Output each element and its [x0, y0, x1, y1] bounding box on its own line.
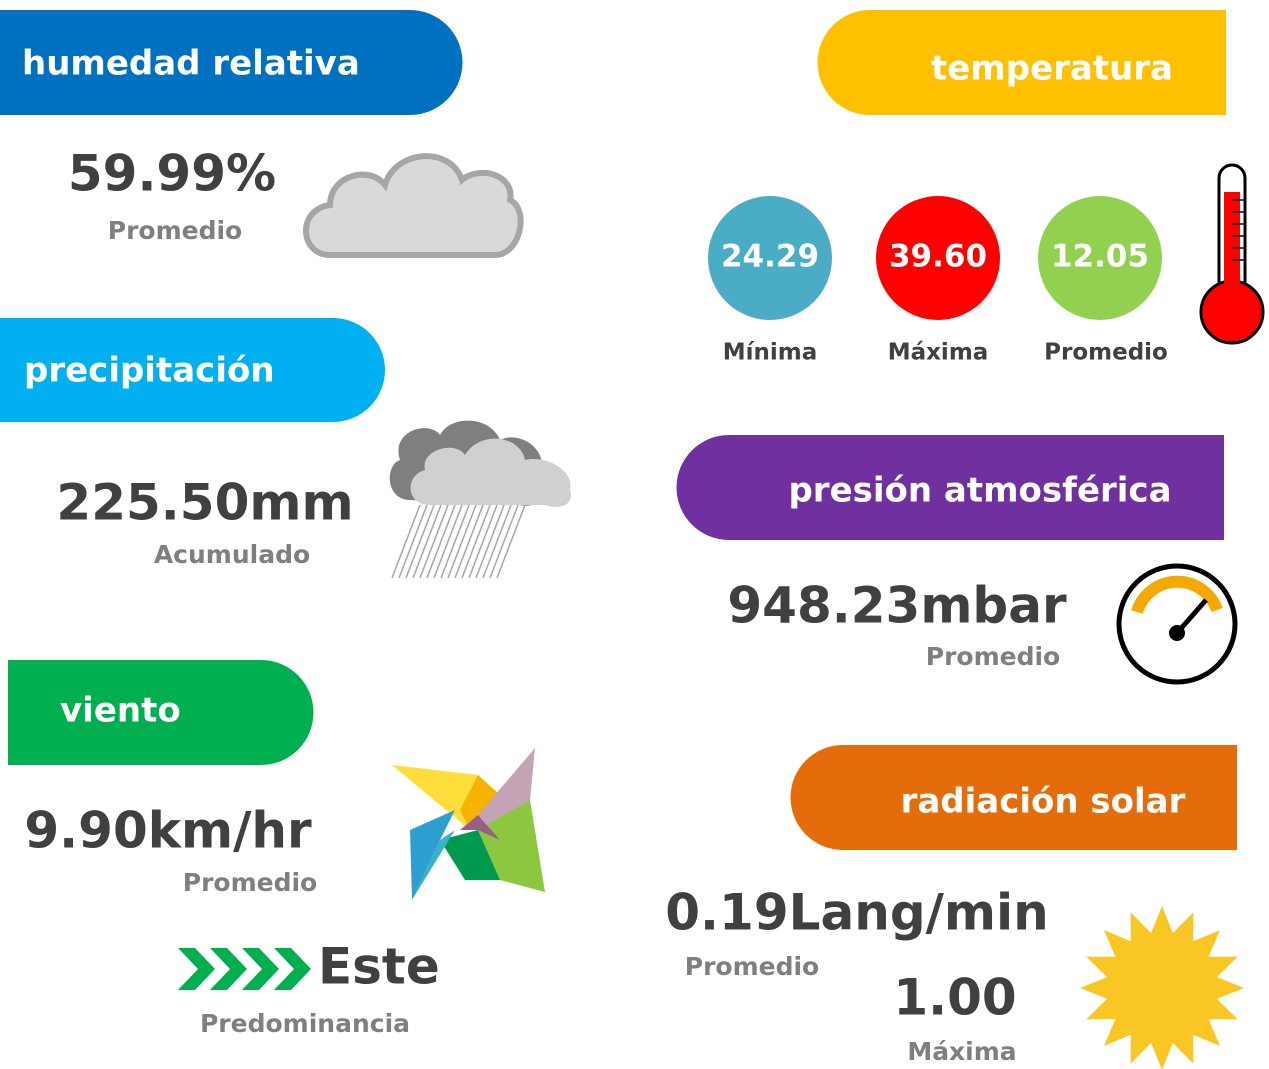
rain-streak: [426, 504, 456, 579]
rain-streak: [454, 504, 484, 579]
rain-streak: [391, 504, 421, 579]
rain-streak: [475, 504, 505, 579]
humidity-title: humedad relativa: [22, 44, 360, 84]
solar-title: radiación solar: [901, 782, 1186, 822]
solar-avg-label: Promedio: [685, 952, 819, 981]
wind-value: 9.90km/hr: [24, 802, 312, 860]
max-value: 39.60: [889, 239, 987, 275]
temperature-header: [817, 10, 1226, 115]
rain-streak: [440, 504, 470, 579]
rain-streak: [405, 504, 435, 579]
solar-avg-value: 0.19Lang/min: [665, 884, 1048, 942]
wind-direction: Este: [318, 938, 440, 996]
rain-streak: [447, 504, 477, 579]
max-circle: [876, 196, 1000, 320]
cloud-icon: [303, 153, 524, 258]
humidity-header: [0, 10, 463, 115]
pressure-header: [676, 435, 1224, 540]
sun-icon: [1080, 906, 1244, 1069]
rain-streak: [398, 504, 428, 579]
rain-streak: [496, 504, 526, 579]
min-circle: [708, 196, 832, 320]
precipitation-value: 225.50mm: [56, 474, 353, 532]
pressure-label: Promedio: [926, 642, 1060, 671]
rain-streak: [489, 504, 519, 579]
rain-cloud-icon: [389, 420, 571, 579]
rain-streak: [468, 504, 498, 579]
solar-max-label: Máxima: [907, 1037, 1016, 1066]
precipitation-header: [0, 318, 385, 422]
wind-title: viento: [60, 691, 181, 731]
wind-label: Promedio: [183, 868, 317, 897]
min-label: Mínima: [723, 340, 818, 366]
thermometer-icon: [1199, 163, 1265, 345]
precipitation-title: precipitación: [24, 351, 275, 391]
max-label: Máxima: [888, 340, 989, 366]
pinwheel-icon: [392, 748, 545, 900]
pressure-title: presión atmosférica: [788, 471, 1171, 511]
rain-streak: [461, 504, 491, 579]
rain-streak: [412, 504, 442, 579]
precipitation-label: Acumulado: [154, 540, 310, 569]
rain-streak: [419, 504, 449, 579]
gauge-icon: [1116, 563, 1238, 685]
rain-streak: [433, 504, 463, 579]
solar-max-value: 1.00: [893, 969, 1016, 1027]
min-value: 24.29: [721, 239, 819, 275]
avg-label: Promedio: [1044, 340, 1168, 366]
direction-arrows: [178, 948, 311, 990]
wind-header: [8, 660, 314, 765]
avg-value: 12.05: [1051, 239, 1149, 275]
humidity-value: 59.99%: [68, 145, 276, 203]
solar-header: [790, 745, 1237, 850]
temperature-title: temperatura: [931, 49, 1173, 89]
avg-circle: [1038, 196, 1162, 320]
pressure-value: 948.23mbar: [727, 577, 1067, 635]
wind-direction-label: Predominancia: [200, 1009, 410, 1038]
rain-streak: [482, 504, 512, 579]
humidity-label: Promedio: [108, 216, 242, 245]
